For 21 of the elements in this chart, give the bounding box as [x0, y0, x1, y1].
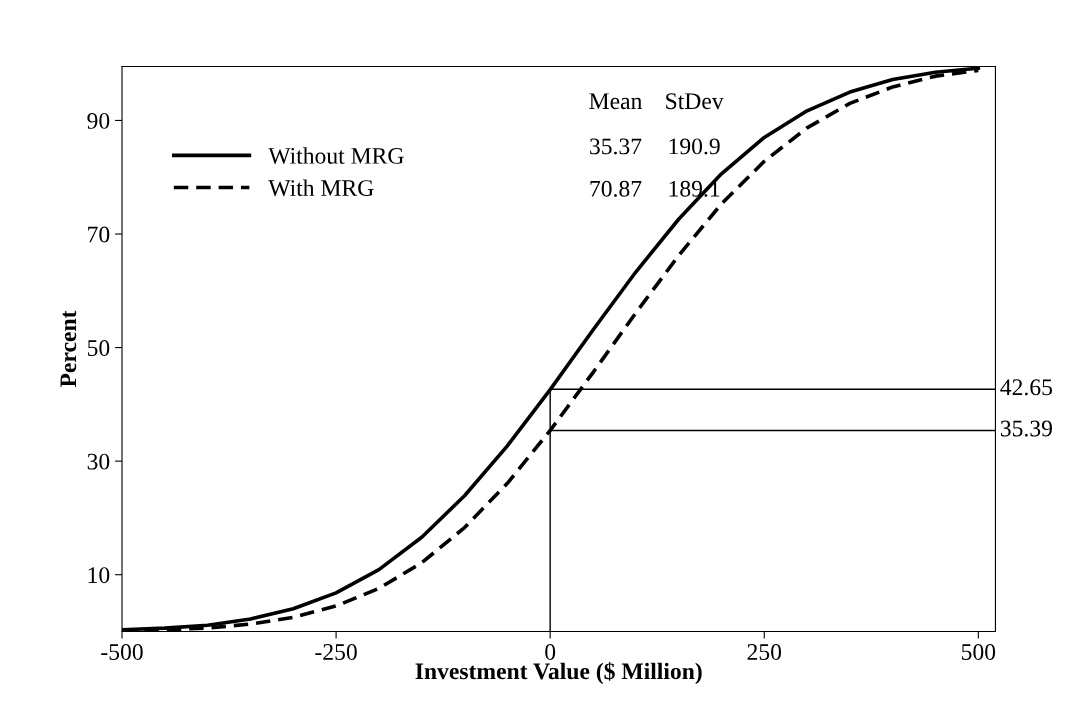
x-tick-label: 0: [545, 643, 556, 660]
y-tick-label: 90: [87, 112, 110, 129]
annotation: 35.37: [590, 138, 642, 155]
y-tick-label: 50: [87, 340, 110, 356]
x-tick-label: 250: [747, 643, 782, 660]
y-tick-label: 30: [87, 453, 110, 470]
annotation: 190.9: [669, 138, 720, 155]
legend-label: Without MRG: [268, 147, 404, 164]
x-tick-label: -500: [101, 643, 143, 660]
x-axis-title: Investment Value ($ Million): [415, 661, 702, 685]
y-tick-label: 10: [88, 567, 110, 584]
legend-label: With MRG: [268, 179, 374, 197]
ref-line-label: 35.39: [1000, 420, 1052, 437]
ref-line-label: 42.65: [1000, 379, 1053, 396]
x-tick-label: -250: [315, 643, 357, 660]
x-tick-label: 500: [961, 643, 996, 660]
y-tick-label: 70: [88, 226, 110, 243]
annotation: 70.87: [590, 180, 642, 197]
annotation: Mean: [589, 93, 643, 110]
annotation: StDev: [666, 93, 724, 110]
y-axis-title: Percent: [60, 310, 77, 388]
